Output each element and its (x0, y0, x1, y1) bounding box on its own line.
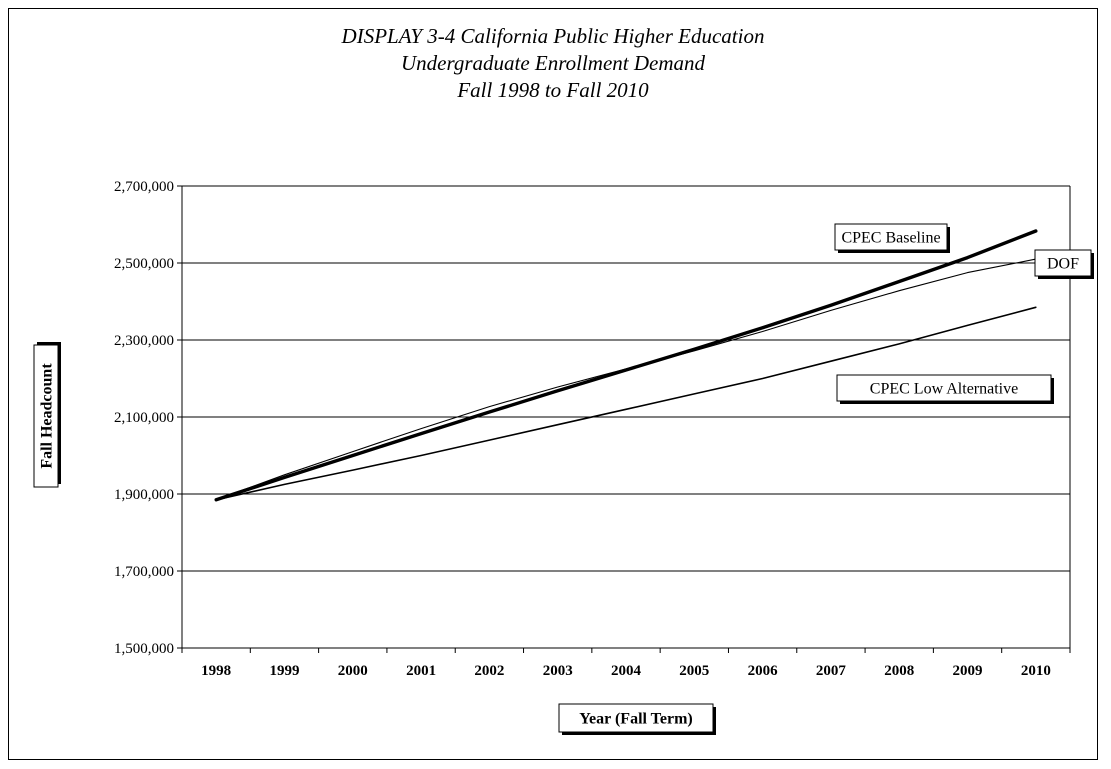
label-dof-frame (1034, 249, 1092, 277)
label-cpec-baseline-box: CPEC Baseline (834, 223, 950, 253)
label-cpec-baseline-frame (834, 223, 948, 251)
x-tick-label: 2003 (543, 663, 573, 679)
x-tick-label: 2008 (884, 663, 914, 679)
y-axis-title-frame (33, 344, 59, 488)
y-tick-label: 2,100,000 (114, 410, 174, 426)
y-axis-title: Fall Headcount (39, 363, 56, 469)
axes (177, 185, 1071, 653)
x-tick-label: 2006 (748, 663, 779, 679)
y-tick-label: 1,500,000 (114, 641, 174, 657)
x-axis-title: Year (Fall Term) (579, 711, 692, 728)
x-axis-title-frame (558, 703, 714, 733)
x-tick-label: 2004 (611, 663, 642, 679)
x-tick-label: 2005 (679, 663, 709, 679)
x-tick-label: 2002 (474, 663, 504, 679)
y-axis-title-box: Fall Headcount (33, 342, 61, 488)
chart-title-line-2: Undergraduate Enrollment Demand (400, 51, 706, 75)
x-axis-title-box: Year (Fall Term) (558, 703, 716, 735)
label-dof: DOF (1047, 256, 1079, 273)
label-cpec-baseline: CPEC Baseline (841, 230, 940, 247)
chart-title: DISPLAY 3-4 California Public Higher Edu… (9, 23, 1097, 104)
chart-title-line-3: Fall 1998 to Fall 2010 (457, 78, 649, 102)
y-tick-label: 1,700,000 (114, 564, 174, 580)
x-tick-label: 2001 (406, 663, 436, 679)
x-tick-label: 1998 (201, 663, 231, 679)
x-tick-label: 2009 (953, 663, 983, 679)
y-tick-label: 1,900,000 (114, 487, 174, 503)
x-tick-label: 2007 (816, 663, 847, 679)
x-tick-label: 1999 (269, 663, 299, 679)
series-line-dof (215, 258, 1037, 501)
series-line-cpec-baseline (214, 229, 1038, 502)
label-dof-box: DOF (1034, 249, 1094, 279)
chart-title-line-1: DISPLAY 3-4 California Public Higher Edu… (341, 24, 765, 48)
y-tick-label: 2,500,000 (114, 256, 174, 272)
labels: 1,500,000 1,700,000 1,900,000 2,100,000 2,30… (33, 179, 1094, 735)
label-cpec-low-alternative-box: CPEC Low Alternative (836, 374, 1054, 404)
x-tick-label: 2000 (338, 663, 368, 679)
label-cpec-low-alternative-frame (836, 374, 1052, 402)
gridlines (182, 185, 1070, 572)
x-tick-label: 2010 (1021, 663, 1051, 679)
y-tick-label: 2,300,000 (114, 333, 174, 349)
label-cpec-low-alternative: CPEC Low Alternative (870, 381, 1018, 398)
y-tick-label: 2,700,000 (114, 179, 174, 195)
series-lines (214, 229, 1038, 502)
series-line-cpec-low-alternative (215, 306, 1037, 501)
